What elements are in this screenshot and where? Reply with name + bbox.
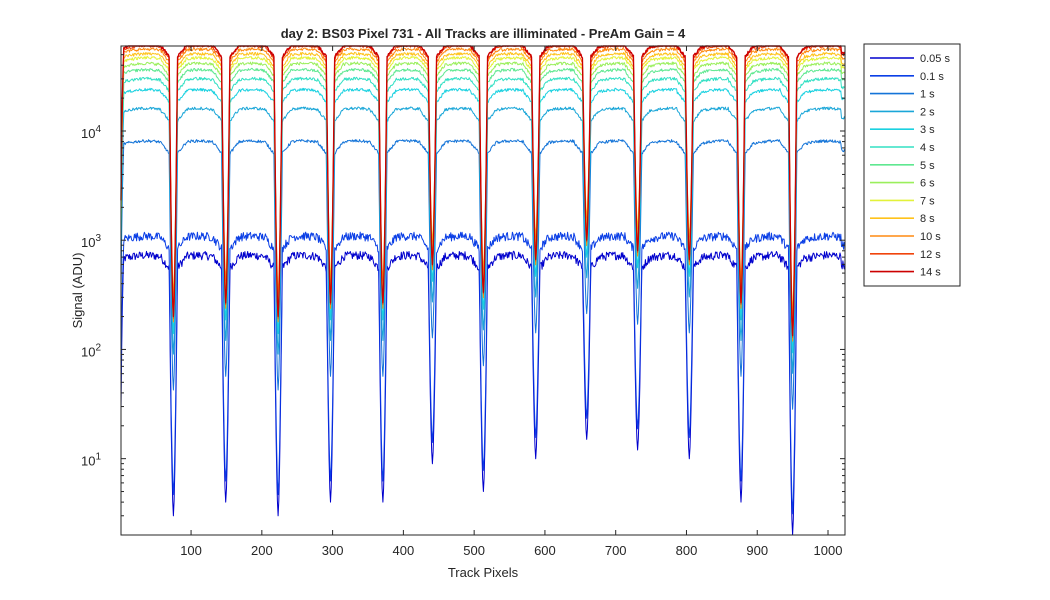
legend-item[interactable]: 1 s	[870, 89, 935, 101]
legend-item[interactable]: 4 s	[870, 142, 935, 154]
legend-label: 6 s	[920, 178, 935, 190]
y-tick-label: 103	[81, 233, 101, 250]
legend-item[interactable]: 12 s	[870, 249, 941, 261]
series-line-3-s	[120, 87, 846, 354]
x-tick-label: 700	[605, 543, 627, 558]
x-tick-label: 200	[251, 543, 273, 558]
legend-label: 0.1 s	[920, 71, 944, 83]
legend-item[interactable]: 14 s	[870, 267, 941, 279]
legend-item[interactable]: 0.05 s	[870, 53, 950, 65]
x-tick-label: 900	[746, 543, 768, 558]
y-axis-ticks: 101 102 103 104	[81, 45, 845, 536]
legend-label: 1 s	[920, 89, 935, 101]
legend-item[interactable]: 0.1 s	[870, 71, 944, 83]
legend-label: 2 s	[920, 106, 935, 118]
legend-label: 3 s	[920, 124, 935, 136]
x-tick-label: 300	[322, 543, 344, 558]
legend-item[interactable]: 5 s	[870, 160, 935, 172]
x-tick-label: 1000	[814, 543, 843, 558]
axes-box	[120, 45, 846, 536]
legend-label: 8 s	[920, 213, 935, 225]
legend-items: 0.05 s 0.1 s 1 s 2 s 3 s 4 s 5 s 6 s 7 s 8 s 10 s 1…	[870, 53, 950, 279]
x-tick-label: 400	[393, 543, 415, 558]
series-line-2-s	[120, 106, 846, 374]
x-axis-label: Track Pixels	[448, 565, 519, 580]
x-tick-label: 100	[180, 543, 202, 558]
y-tick-label: 101	[81, 452, 101, 469]
legend-item[interactable]: 2 s	[870, 106, 935, 118]
y-tick-label: 102	[81, 342, 101, 359]
plot-lines	[120, 45, 846, 536]
legend[interactable]: 0.05 s 0.1 s 1 s 2 s 3 s 4 s 5 s 6 s 7 s 8 s 10 s 1…	[863, 43, 961, 287]
legend-item[interactable]: 10 s	[870, 231, 941, 243]
x-axis-ticks: 100 200 300 400 500 600 700 800 900 1000	[180, 46, 842, 558]
series-line-1-s	[120, 139, 846, 410]
x-tick-label: 800	[676, 543, 698, 558]
x-tick-label: 500	[463, 543, 485, 558]
legend-item[interactable]: 8 s	[870, 213, 935, 225]
legend-label: 5 s	[920, 160, 935, 172]
legend-label: 14 s	[920, 267, 941, 279]
legend-item[interactable]: 7 s	[870, 195, 935, 207]
series-line-0-05-s	[120, 250, 846, 536]
y-tick-label: 104	[81, 124, 101, 141]
x-tick-label: 600	[534, 543, 556, 558]
y-axis-label: Signal (ADU)	[70, 253, 85, 329]
legend-label: 12 s	[920, 249, 941, 261]
legend-item[interactable]: 6 s	[870, 178, 935, 190]
legend-item[interactable]: 3 s	[870, 124, 935, 136]
series-line-8-s	[120, 51, 846, 314]
legend-label: 4 s	[920, 142, 935, 154]
legend-label: 10 s	[920, 231, 941, 243]
legend-label: 7 s	[920, 195, 935, 207]
chart-title: day 2: BS03 Pixel 731 - All Tracks are i…	[281, 26, 686, 41]
series-line-0-1-s	[120, 231, 846, 515]
legend-label: 0.05 s	[920, 53, 950, 65]
